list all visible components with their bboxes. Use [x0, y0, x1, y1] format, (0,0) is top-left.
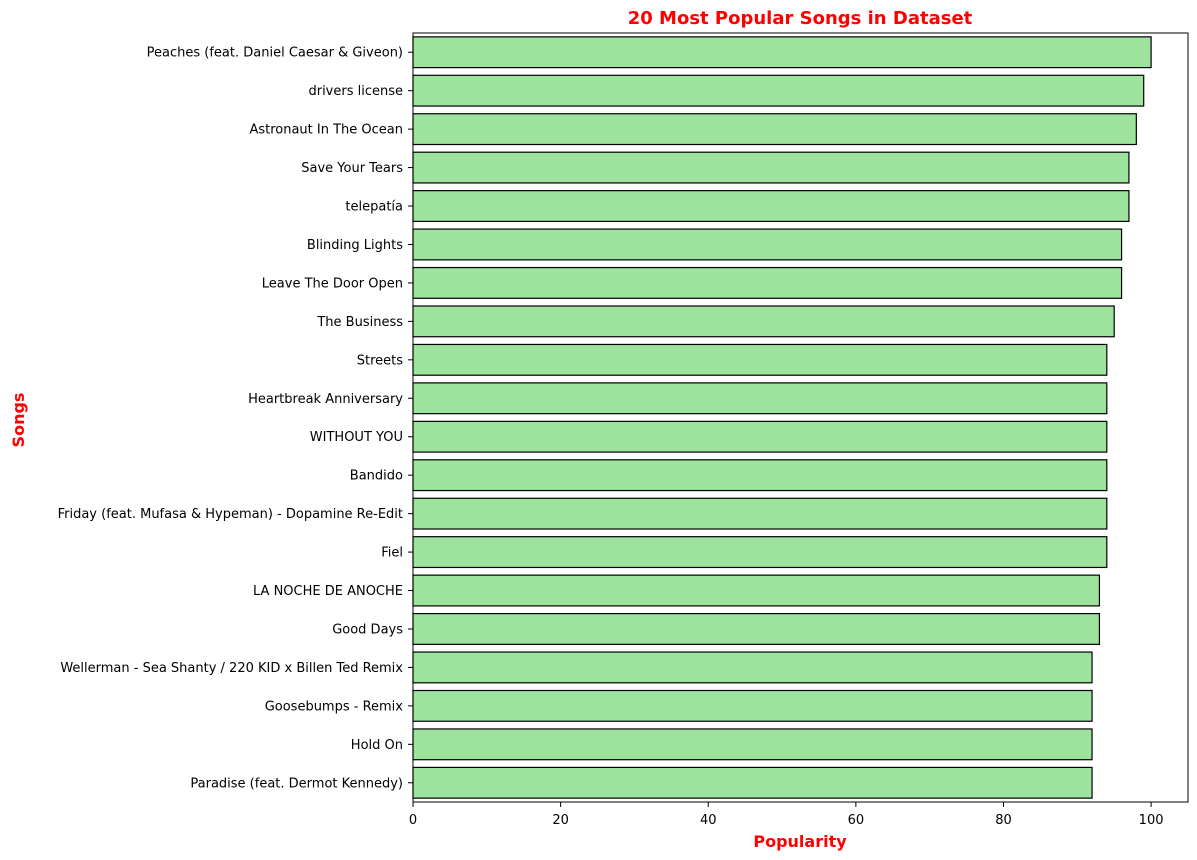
y-axis-label: Songs — [9, 393, 28, 448]
chart-title: 20 Most Popular Songs in Dataset — [628, 8, 973, 29]
y-tick-label: LA NOCHE DE ANOCHE — [253, 584, 403, 599]
bar — [412, 305, 1115, 338]
x-axis-label: Popularity — [753, 832, 847, 851]
y-tick-label: drivers license — [308, 84, 403, 99]
bar — [412, 651, 1093, 684]
bar — [412, 266, 1123, 299]
bar — [412, 497, 1108, 530]
bar — [412, 228, 1123, 261]
y-tick-label: Leave The Door Open — [262, 276, 403, 291]
bar — [412, 113, 1137, 146]
x-tick-label: 20 — [552, 813, 569, 828]
x-tick-label: 100 — [1139, 813, 1164, 828]
bar — [412, 728, 1093, 761]
bar — [412, 574, 1101, 607]
y-tick-label: Friday (feat. Mufasa & Hypeman) - Dopami… — [58, 507, 403, 522]
bar — [412, 612, 1101, 645]
x-tick-label: 80 — [995, 813, 1012, 828]
bar — [412, 343, 1108, 376]
x-tick-label: 40 — [700, 813, 717, 828]
bar — [412, 382, 1108, 415]
y-tick-label: Peaches (feat. Daniel Caesar & Giveon) — [147, 46, 403, 61]
bar — [412, 151, 1130, 184]
x-ticks: 0 20 40 60 80 100 — [409, 802, 1164, 828]
bar — [412, 420, 1108, 453]
y-tick-label: Goosebumps - Remix — [265, 699, 404, 714]
y-tick-label: telepatía — [345, 200, 403, 215]
y-tick-label: Good Days — [332, 622, 403, 637]
bar — [412, 36, 1152, 69]
bar — [412, 536, 1108, 569]
y-tick-label: WITHOUT YOU — [310, 430, 403, 445]
bar — [412, 766, 1093, 799]
y-tick-label: The Business — [316, 315, 403, 330]
y-tick-label: Streets — [357, 353, 404, 368]
y-tick-label: Wellerman - Sea Shanty / 220 KID x Bille… — [60, 661, 403, 676]
y-tick-label: Paradise (feat. Dermot Kennedy) — [190, 776, 403, 791]
bar — [412, 459, 1108, 492]
y-tick-label: Heartbreak Anniversary — [248, 392, 403, 407]
bar — [412, 689, 1093, 722]
y-tick-label: Save Your Tears — [301, 161, 403, 176]
y-tick-label: Fiel — [381, 546, 403, 561]
bar — [412, 190, 1130, 223]
y-tick-label: Hold On — [351, 738, 403, 753]
x-tick-label: 0 — [409, 813, 417, 828]
y-tick-labels: Peaches (feat. Daniel Caesar & Giveon) dr… — [58, 46, 413, 791]
bar — [412, 74, 1145, 107]
x-tick-label: 60 — [848, 813, 865, 828]
y-tick-label: Astronaut In The Ocean — [249, 123, 403, 138]
plot-frame — [412, 32, 1189, 803]
bars-group — [412, 36, 1152, 799]
y-tick-label: Bandido — [350, 469, 403, 484]
y-tick-label: Blinding Lights — [307, 238, 403, 253]
